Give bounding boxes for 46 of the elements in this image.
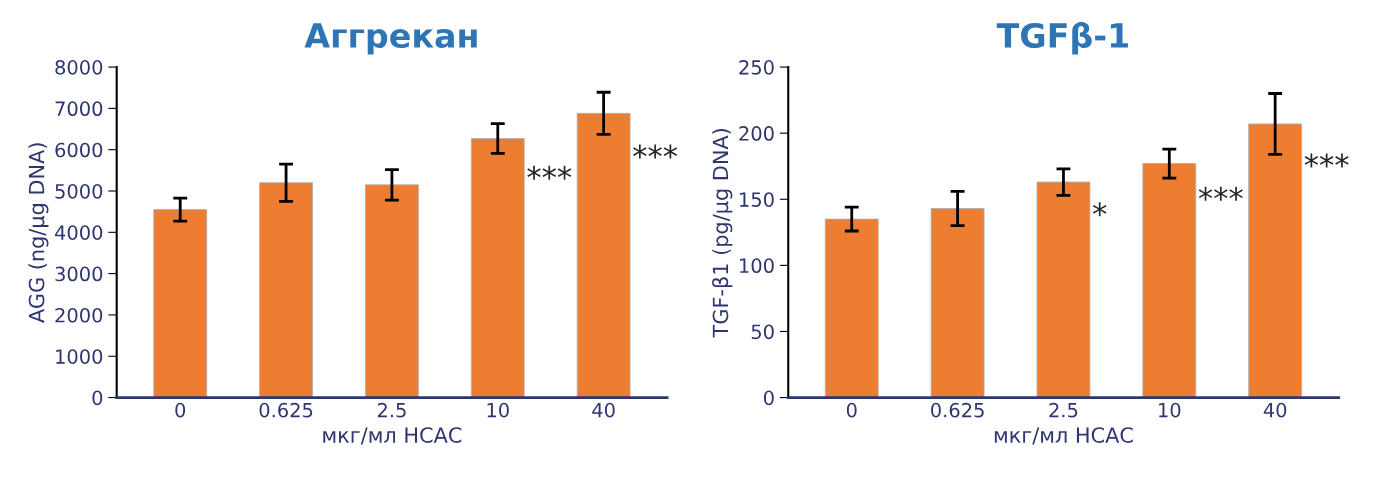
y-tick-label: 3000	[55, 266, 103, 282]
x-tick-label: 40	[1263, 402, 1287, 418]
x-tick-label: 2.5	[1049, 402, 1078, 418]
y-tick-label: 2000	[55, 307, 103, 323]
annotation: ***	[1304, 153, 1349, 168]
x-tick-label: 10	[487, 402, 509, 418]
y-tick-label: 7000	[55, 101, 103, 117]
y-tick-label: 50	[751, 324, 774, 340]
x-tick-label: 0.625	[259, 402, 313, 418]
y-tick-label: 1000	[56, 349, 103, 364]
y-axis-title: AGG (ng/µg DNA)	[28, 143, 49, 323]
bar	[470, 138, 525, 398]
y-axis-title: TGF-β1 (pg/µg DNA)	[712, 128, 733, 338]
x-axis-title: мкг/мл НСАС	[994, 427, 1133, 445]
bar	[153, 209, 208, 398]
bar	[365, 184, 419, 398]
y-tick-label: 8000	[55, 60, 103, 75]
x-tick-label: 2.5	[377, 402, 406, 418]
y-tick-label: 4000	[54, 225, 103, 240]
y-tick-label: 150	[740, 192, 774, 207]
bar	[576, 112, 631, 398]
y-tick-label: 6000	[55, 142, 103, 158]
x-axis-title: мкг/мл НСАС	[323, 427, 462, 445]
x-tick-label: 0	[846, 402, 857, 418]
x-tick-label: 0	[175, 402, 186, 418]
x-tick-label: 10	[1159, 402, 1181, 418]
chart-title: TGFβ-1	[996, 21, 1129, 55]
y-tick-label: 250	[739, 60, 774, 75]
bar	[1142, 163, 1197, 398]
annotation: ***	[527, 165, 572, 180]
annotation: *	[1092, 202, 1107, 217]
y-tick-label: 100	[740, 258, 774, 274]
y-tick-label: 200	[739, 126, 774, 141]
annotation: ***	[1198, 186, 1243, 201]
bar	[1036, 181, 1091, 398]
bar	[930, 208, 985, 398]
y-tick-label: 0	[92, 390, 103, 406]
y-tick-label: 0	[763, 390, 774, 406]
y-tick-label: 5000	[55, 183, 103, 199]
x-tick-label: 0.625	[931, 402, 984, 418]
chart-title: Аггрекан	[304, 23, 477, 55]
annotation: ***	[633, 144, 678, 159]
bar	[259, 182, 313, 398]
bar	[1248, 123, 1303, 398]
x-tick-label: 40	[592, 402, 615, 418]
bar	[824, 218, 879, 398]
